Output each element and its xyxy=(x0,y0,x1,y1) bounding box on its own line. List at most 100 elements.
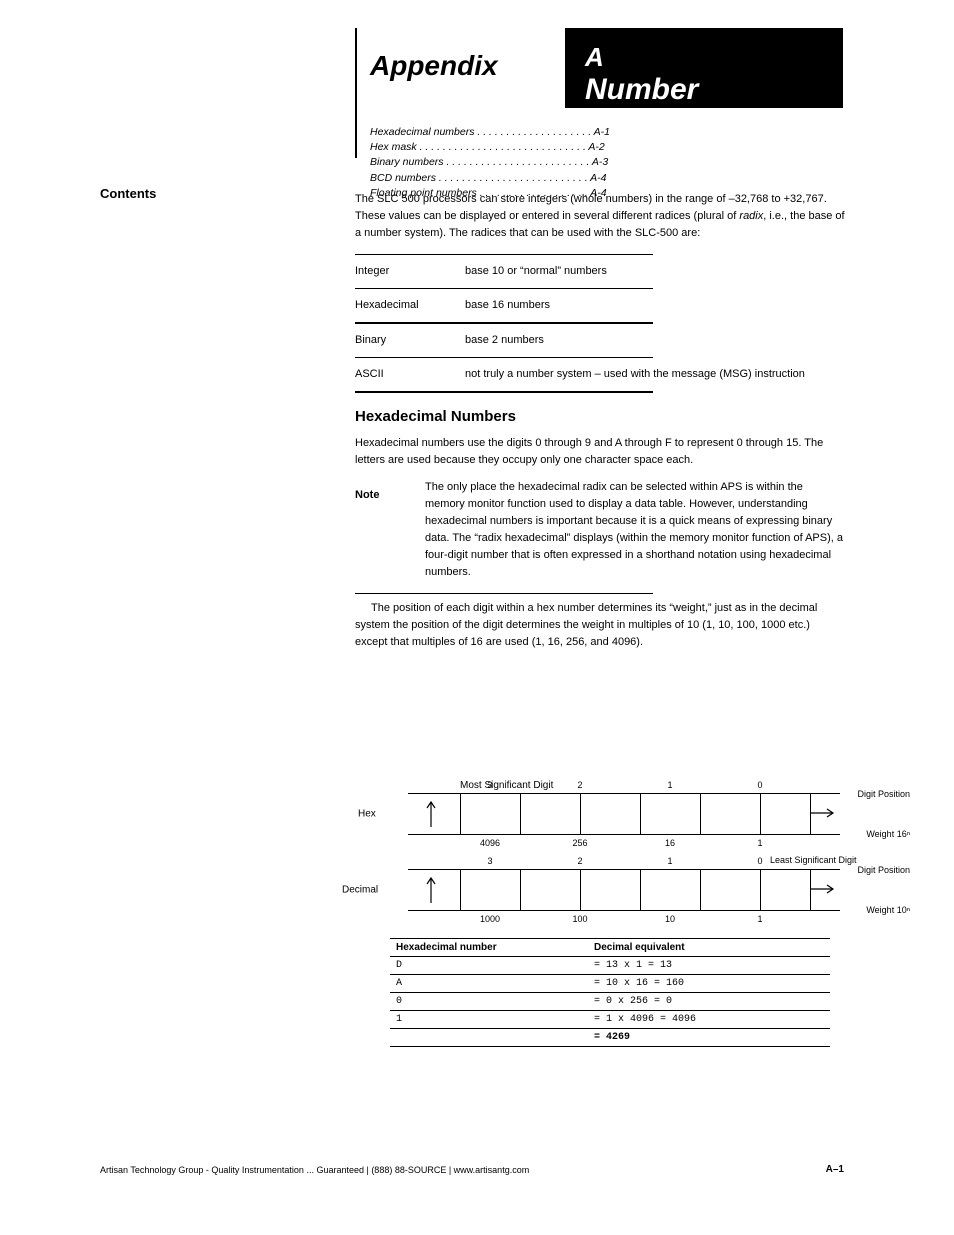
axis-tick xyxy=(700,869,701,911)
axis-tick xyxy=(520,793,521,835)
row-title-bot: Weight 16ⁿ xyxy=(866,829,910,839)
footer-attribution: Artisan Technology Group - Quality Instr… xyxy=(100,1165,529,1175)
digit-pos: 2 xyxy=(577,856,582,866)
decimal-axis: Decimal 3 2 1 0 1000 100 10 1 Digit Posi… xyxy=(390,869,840,911)
table-header: Hexadecimal number xyxy=(390,939,588,957)
table-cell: = 10 x 16 = 160 xyxy=(588,975,830,993)
digit-pos: 1 xyxy=(667,780,672,790)
table-cell: 1 xyxy=(390,1011,588,1029)
hex-para-1: Hexadecimal numbers use the digits 0 thr… xyxy=(355,435,845,469)
table-cell: = 13 x 1 = 13 xyxy=(588,957,830,975)
digit-pos: 2 xyxy=(577,780,582,790)
axis-tick xyxy=(460,793,461,835)
toc-item: Hexadecimal numbers . . . . . . . . . . … xyxy=(370,125,650,140)
digit-pos: 3 xyxy=(487,856,492,866)
main-content: The SLC 500 processors can store integer… xyxy=(355,185,845,651)
up-arrow-icon xyxy=(426,799,436,829)
axis-line xyxy=(408,793,840,794)
appendix-letter: A xyxy=(585,42,823,73)
weight-label: 1 xyxy=(757,914,762,924)
radix-rule xyxy=(355,357,653,358)
weight-label: 1 xyxy=(757,838,762,848)
right-arrow-icon xyxy=(810,883,836,895)
intro-paragraph: The SLC 500 processors can store integer… xyxy=(355,191,845,242)
decimal-axis-block: Least Significant Digit Decimal 3 2 1 0 … xyxy=(390,859,860,911)
radix-desc: base 16 numbers xyxy=(465,297,845,314)
table-row: 1= 1 x 4096 = 4096 xyxy=(390,1011,830,1029)
digit-pos: 0 xyxy=(757,856,762,866)
table-cell: 0 xyxy=(390,993,588,1011)
axis-tick xyxy=(580,869,581,911)
right-arrow-icon xyxy=(810,807,836,819)
table-cell xyxy=(390,1029,588,1047)
axis-tick xyxy=(640,793,641,835)
hex-para-2: The position of each digit within a hex … xyxy=(355,600,845,651)
axis-tick xyxy=(520,869,521,911)
weight-label: 256 xyxy=(572,838,587,848)
hex-conversion-table: Hexadecimal number Decimal equivalent D=… xyxy=(390,938,830,1047)
table-row: 0= 0 x 256 = 0 xyxy=(390,993,830,1011)
radix-desc: not truly a number system – used with th… xyxy=(465,366,845,383)
axis-tick xyxy=(640,869,641,911)
table-cell: A xyxy=(390,975,588,993)
hex-side-label: Hex xyxy=(358,809,376,820)
section-heading-hex: Hexadecimal Numbers xyxy=(355,405,845,428)
radix-desc: base 10 or “normal” numbers xyxy=(465,263,845,280)
contents-heading: Contents xyxy=(100,186,156,201)
radix-name: Hexadecimal xyxy=(355,297,465,314)
radix-name: Integer xyxy=(355,263,465,280)
table-header-row: Hexadecimal number Decimal equivalent xyxy=(390,939,830,957)
axis-tick xyxy=(460,869,461,911)
row-title-top: Digit Position xyxy=(857,865,910,875)
digit-pos: 1 xyxy=(667,856,672,866)
table-row: A= 10 x 16 = 160 xyxy=(390,975,830,993)
weight-label: 100 xyxy=(572,914,587,924)
radix-desc: base 2 numbers xyxy=(465,332,845,349)
table-row: = 4269 xyxy=(390,1029,830,1047)
table-cell: = 4269 xyxy=(588,1029,830,1047)
axis-tick xyxy=(700,793,701,835)
axis-tick xyxy=(760,793,761,835)
table-row: D= 13 x 1 = 13 xyxy=(390,957,830,975)
toc-item: BCD numbers . . . . . . . . . . . . . . … xyxy=(370,171,650,186)
table-cell: = 1 x 4096 = 4096 xyxy=(588,1011,830,1029)
weight-label: 1000 xyxy=(480,914,500,924)
digit-pos: 3 xyxy=(487,780,492,790)
toc-item: Binary numbers . . . . . . . . . . . . .… xyxy=(370,155,650,170)
weight-label: 10 xyxy=(665,914,675,924)
row-title-bot: Weight 10ⁿ xyxy=(866,905,910,915)
toc-item: Hex mask . . . . . . . . . . . . . . . .… xyxy=(370,140,650,155)
radix-rule xyxy=(355,288,653,289)
radix-rule-bottom xyxy=(355,391,653,393)
table-cell: = 0 x 256 = 0 xyxy=(588,993,830,1011)
axis-line xyxy=(408,834,840,835)
axis-line xyxy=(408,869,840,870)
digit-position-diagram: Most Significant Digit Hex 3 2 1 0 4096 … xyxy=(390,780,860,935)
radix-rule xyxy=(355,322,653,324)
header-divider xyxy=(355,28,357,158)
appendix-label: Appendix xyxy=(370,50,498,82)
axis-line xyxy=(408,910,840,911)
lsd-label: Least Significant Digit xyxy=(770,855,954,865)
up-arrow-icon xyxy=(426,875,436,905)
post-note-rule xyxy=(355,593,653,594)
chapter-badge: A Number Systems xyxy=(565,28,843,108)
radix-rule-top xyxy=(355,254,653,255)
weight-label: 4096 xyxy=(480,838,500,848)
table-header: Decimal equivalent xyxy=(588,939,830,957)
hex-axis: Hex 3 2 1 0 4096 256 16 1 Digit Po xyxy=(390,793,840,835)
weight-label: 16 xyxy=(665,838,675,848)
digit-pos: 0 xyxy=(757,780,762,790)
row-title-top: Digit Position xyxy=(857,789,910,799)
table-cell: D xyxy=(390,957,588,975)
axis-tick xyxy=(580,793,581,835)
radix-term: radix xyxy=(739,210,763,222)
decimal-side-label: Decimal xyxy=(342,885,378,896)
radix-name: Binary xyxy=(355,332,465,349)
hex-axis-block: Most Significant Digit Hex 3 2 1 0 4096 … xyxy=(390,780,860,835)
note-label: Note xyxy=(355,487,405,581)
page-number: A–1 xyxy=(826,1164,844,1175)
axis-tick xyxy=(760,869,761,911)
note-text: The only place the hexadecimal radix can… xyxy=(425,479,845,581)
msd-label: Most Significant Digit xyxy=(460,780,860,791)
